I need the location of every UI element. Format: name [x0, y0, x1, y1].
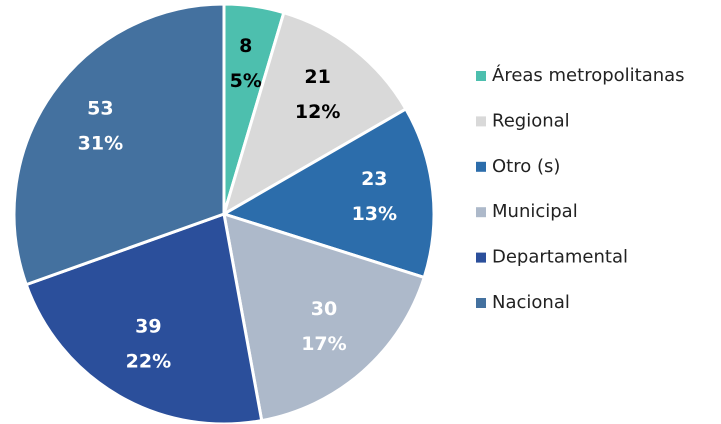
value-label: 39 — [135, 315, 161, 337]
percent-label: 5% — [230, 70, 262, 92]
legend-swatch — [476, 207, 486, 218]
legend-label: Áreas metropolitanas — [492, 64, 685, 86]
legend-swatch — [476, 116, 486, 127]
legend-swatch — [476, 71, 486, 81]
pie-slice — [12, 2, 226, 287]
pie-slice — [220, 106, 436, 280]
legend-swatch — [476, 252, 486, 263]
legend-label: Departamental — [492, 247, 628, 268]
percent-label: 31% — [78, 132, 123, 154]
percent-label: 22% — [126, 350, 171, 372]
legend-label: Nacional — [492, 292, 570, 313]
value-label: 23 — [361, 168, 387, 190]
legend-label: Municipal — [492, 201, 578, 222]
percent-label: 13% — [352, 203, 397, 225]
percent-label: 17% — [301, 333, 346, 355]
value-label: 8 — [239, 35, 252, 57]
legend-label: Regional — [492, 110, 570, 131]
legend-label: Otro (s) — [492, 156, 560, 177]
pie-slice — [222, 211, 427, 423]
pie-slice — [221, 10, 408, 218]
legend-swatch — [476, 298, 486, 308]
value-label: 53 — [87, 97, 113, 119]
value-label: 21 — [304, 66, 330, 88]
percent-label: 12% — [295, 101, 340, 123]
value-label: 30 — [311, 298, 337, 320]
legend-swatch — [476, 161, 486, 172]
